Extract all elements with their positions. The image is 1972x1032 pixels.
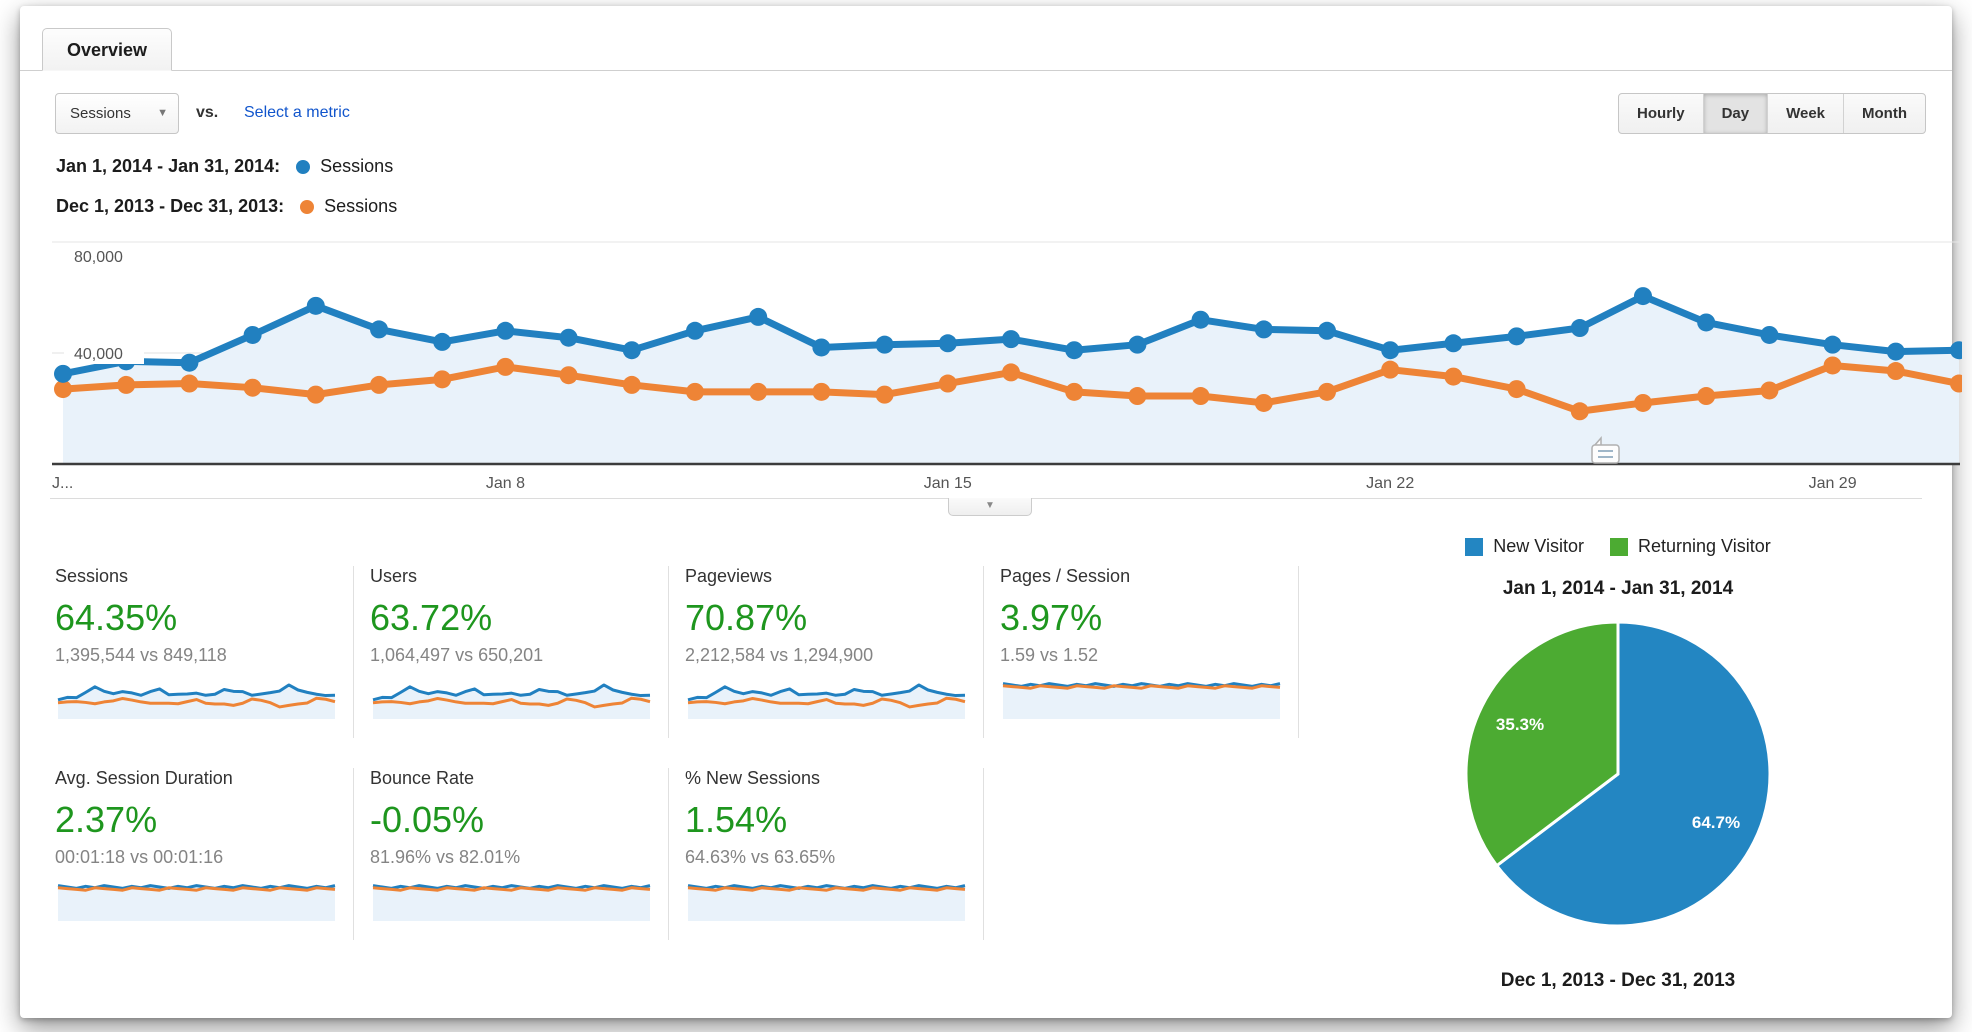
scorecard-comparison-values: 1.59 vs 1.52 — [1000, 645, 1099, 665]
svg-text:Jan 22: Jan 22 — [1366, 475, 1414, 492]
scorecard-divider — [353, 768, 354, 940]
scorecard-delta-percent: 70.87% — [685, 597, 808, 638]
month-button[interactable]: Month — [1843, 94, 1925, 133]
scorecard-divider — [1298, 566, 1299, 738]
svg-text:Jan 29: Jan 29 — [1809, 475, 1857, 492]
metric-selector-dropdown[interactable]: Sessions ▼ — [55, 93, 179, 134]
scorecard-divider — [668, 768, 669, 940]
granularity-toggle: Hourly Day Week Month — [1618, 93, 1926, 134]
legend-metric-label: Sessions — [320, 156, 394, 176]
pie-slice-returning-visitor[interactable] — [1464, 620, 1620, 868]
pie-slice-percent-label: 35.3% — [1496, 715, 1544, 734]
legend-date-range: Dec 1, 2013 - Dec 31, 2013: — [56, 196, 285, 216]
svg-text:Jan 8: Jan 8 — [486, 475, 525, 492]
legend-metric-label: Sessions — [324, 196, 398, 216]
pie-title-current-range: Jan 1, 2014 - Jan 31, 2014 — [1502, 578, 1734, 599]
hourly-button[interactable]: Hourly — [1637, 105, 1685, 122]
new-visitor-swatch — [1465, 537, 1484, 556]
scorecard-avg-session-duration: Avg. Session Duration 2.37% 00:01:18 vs 00… — [55, 768, 339, 922]
week-button[interactable]: Week — [1767, 94, 1843, 133]
scorecard-delta-percent: 63.72% — [370, 597, 493, 638]
scorecard-title: Users — [370, 566, 418, 586]
scorecard-bounce-rate: Bounce Rate -0.05% 81.96% vs 82.01% — [370, 768, 654, 922]
visitor-type-legend: New Visitor Returning Visitor — [1408, 536, 1828, 557]
scorecard-title: Sessions — [55, 566, 129, 586]
chevron-down-icon: ▼ — [157, 107, 168, 119]
scorecard-sparkline — [372, 683, 651, 719]
scorecard-title: Bounce Rate — [370, 768, 475, 788]
scorecard-comparison-values: 00:01:18 vs 00:01:16 — [55, 847, 224, 867]
scorecard-divider — [353, 566, 354, 738]
svg-text:40,000: 40,000 — [74, 346, 123, 363]
scorecard-comparison-values: 81.96% vs 82.01% — [370, 847, 521, 867]
legend-date-range: Jan 1, 2014 - Jan 31, 2014: — [56, 156, 281, 176]
scorecard-divider — [983, 566, 984, 738]
scorecard-sessions: Sessions 64.35% 1,395,544 vs 849,118 — [55, 566, 339, 720]
scorecard-sparkline — [57, 884, 336, 921]
annotation-marker-icon[interactable] — [1591, 436, 1620, 464]
visitor-type-pie-chart[interactable]: 64.7% 35.3% — [1458, 614, 1778, 934]
chevron-down-icon: ▼ — [985, 500, 995, 511]
metric-selector-value: Sessions — [70, 105, 131, 122]
scorecard-new-sessions: % New Sessions 1.54% 64.63% vs 63.65% — [685, 768, 969, 922]
scorecard-comparison-values: 64.63% vs 63.65% — [685, 847, 836, 867]
scorecard-title: Pages / Session — [1000, 566, 1131, 586]
pie-slice-percent-label: 64.7% — [1692, 813, 1740, 832]
tab-bar-divider — [20, 70, 1952, 71]
scorecard-sparkline — [372, 884, 651, 921]
scorecard-pageviews: Pageviews 70.87% 2,212,584 vs 1,294,900 — [685, 566, 969, 720]
chart-collapse-button[interactable]: ▼ — [948, 498, 1032, 516]
scorecard-delta-percent: 1.54% — [685, 799, 788, 840]
scorecard-divider — [668, 566, 669, 738]
scorecard-users: Users 63.72% 1,064,497 vs 650,201 — [370, 566, 654, 720]
scorecard-comparison-values: 2,212,584 vs 1,294,900 — [685, 645, 874, 665]
scorecard-sparkline — [687, 683, 966, 719]
scorecard-divider — [983, 768, 984, 940]
scorecard-sparkline — [57, 683, 336, 719]
returning-visitor-swatch — [1609, 537, 1628, 556]
scorecard-delta-percent: 2.37% — [55, 799, 158, 840]
vs-label: vs. — [196, 104, 219, 121]
series-dot-icon — [296, 159, 311, 174]
day-button[interactable]: Day — [1702, 94, 1768, 133]
svg-text:J...: J... — [52, 475, 73, 492]
scorecard-delta-percent: 64.35% — [55, 597, 178, 638]
svg-text:Jan 15: Jan 15 — [924, 475, 972, 492]
scorecard-title: Avg. Session Duration — [55, 768, 233, 788]
scorecard-comparison-values: 1,395,544 vs 849,118 — [55, 645, 227, 665]
returning-visitor-label: Returning Visitor — [1637, 536, 1771, 556]
analytics-overview-panel: Overview Sessions ▼ vs. Select a metric … — [20, 6, 1962, 1018]
tab-overview[interactable]: Overview — [42, 28, 173, 71]
svg-text:80,000: 80,000 — [74, 249, 123, 266]
scorecard-delta-percent: 3.97% — [1000, 597, 1103, 638]
scorecard-sparkline — [687, 884, 966, 921]
pie-title-comparison-range: Dec 1, 2013 - Dec 31, 2013 — [1500, 970, 1736, 991]
series-dot-icon — [300, 199, 315, 214]
legend-row-comparison: Dec 1, 2013 - Dec 31, 2013: Sessions — [56, 196, 397, 217]
legend-row-current: Jan 1, 2014 - Jan 31, 2014: Sessions — [56, 156, 393, 177]
scorecard-title: % New Sessions — [685, 768, 821, 788]
scorecard-comparison-values: 1,064,497 vs 650,201 — [370, 645, 544, 665]
select-a-metric-link[interactable]: Select a metric — [244, 104, 350, 121]
scorecard-sparkline — [1002, 682, 1281, 719]
scorecard-pages-session: Pages / Session 3.97% 1.59 vs 1.52 — [1000, 566, 1284, 720]
pie-slice-new-visitor[interactable] — [1494, 620, 1772, 928]
scorecard-delta-percent: -0.05% — [370, 799, 485, 840]
scorecard-title: Pageviews — [685, 566, 773, 586]
new-visitor-label: New Visitor — [1493, 536, 1584, 556]
sessions-timeline-chart[interactable]: 80,000 40,000 J... Jan 8 Jan 15 Jan 22 Jan 29 — [50, 228, 1962, 498]
